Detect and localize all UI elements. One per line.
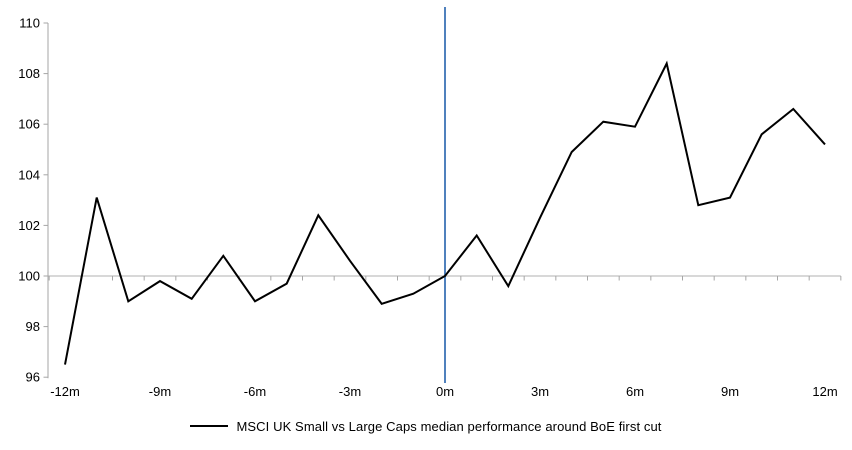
y-tick-label: 106 (18, 117, 40, 132)
x-tick-label: 0m (436, 384, 454, 399)
y-tick-label: 108 (18, 66, 40, 81)
plot-area: 96 98 100 102 104 106 108 110 -12m -9m -6m -3m 0m 3m 6… (18, 7, 842, 399)
legend-line-swatch (190, 425, 229, 427)
y-tick-label: 96 (26, 370, 40, 385)
series-line (64, 60, 826, 365)
x-tick-label: 3m (531, 384, 549, 399)
x-tick-label: -6m (244, 384, 266, 399)
y-tick-label: 102 (18, 218, 40, 233)
y-axis: 96 98 100 102 104 106 108 110 (18, 16, 49, 385)
y-tick-label: 104 (18, 167, 40, 182)
x-tick-label: -12m (50, 384, 80, 399)
y-tick-label: 100 (18, 269, 40, 284)
x-tick-label: 12m (812, 384, 837, 399)
x-tick-label: -3m (339, 384, 361, 399)
x-axis-labels: -12m -9m -6m -3m 0m 3m 6m 9m 12m (50, 384, 837, 399)
legend-label: MSCI UK Small vs Large Caps median perfo… (236, 418, 662, 434)
chart-canvas: 96 98 100 102 104 106 108 110 -12m -9m -6m -3m 0m 3m 6… (18, 7, 842, 399)
x-tick-label: 6m (626, 384, 644, 399)
x-tick-label: 9m (721, 384, 739, 399)
legend: MSCI UK Small vs Large Caps median perfo… (0, 413, 852, 439)
y-tick-label: 110 (19, 16, 40, 31)
x-tick-label: -9m (149, 384, 171, 399)
y-tick-label: 98 (26, 319, 40, 334)
